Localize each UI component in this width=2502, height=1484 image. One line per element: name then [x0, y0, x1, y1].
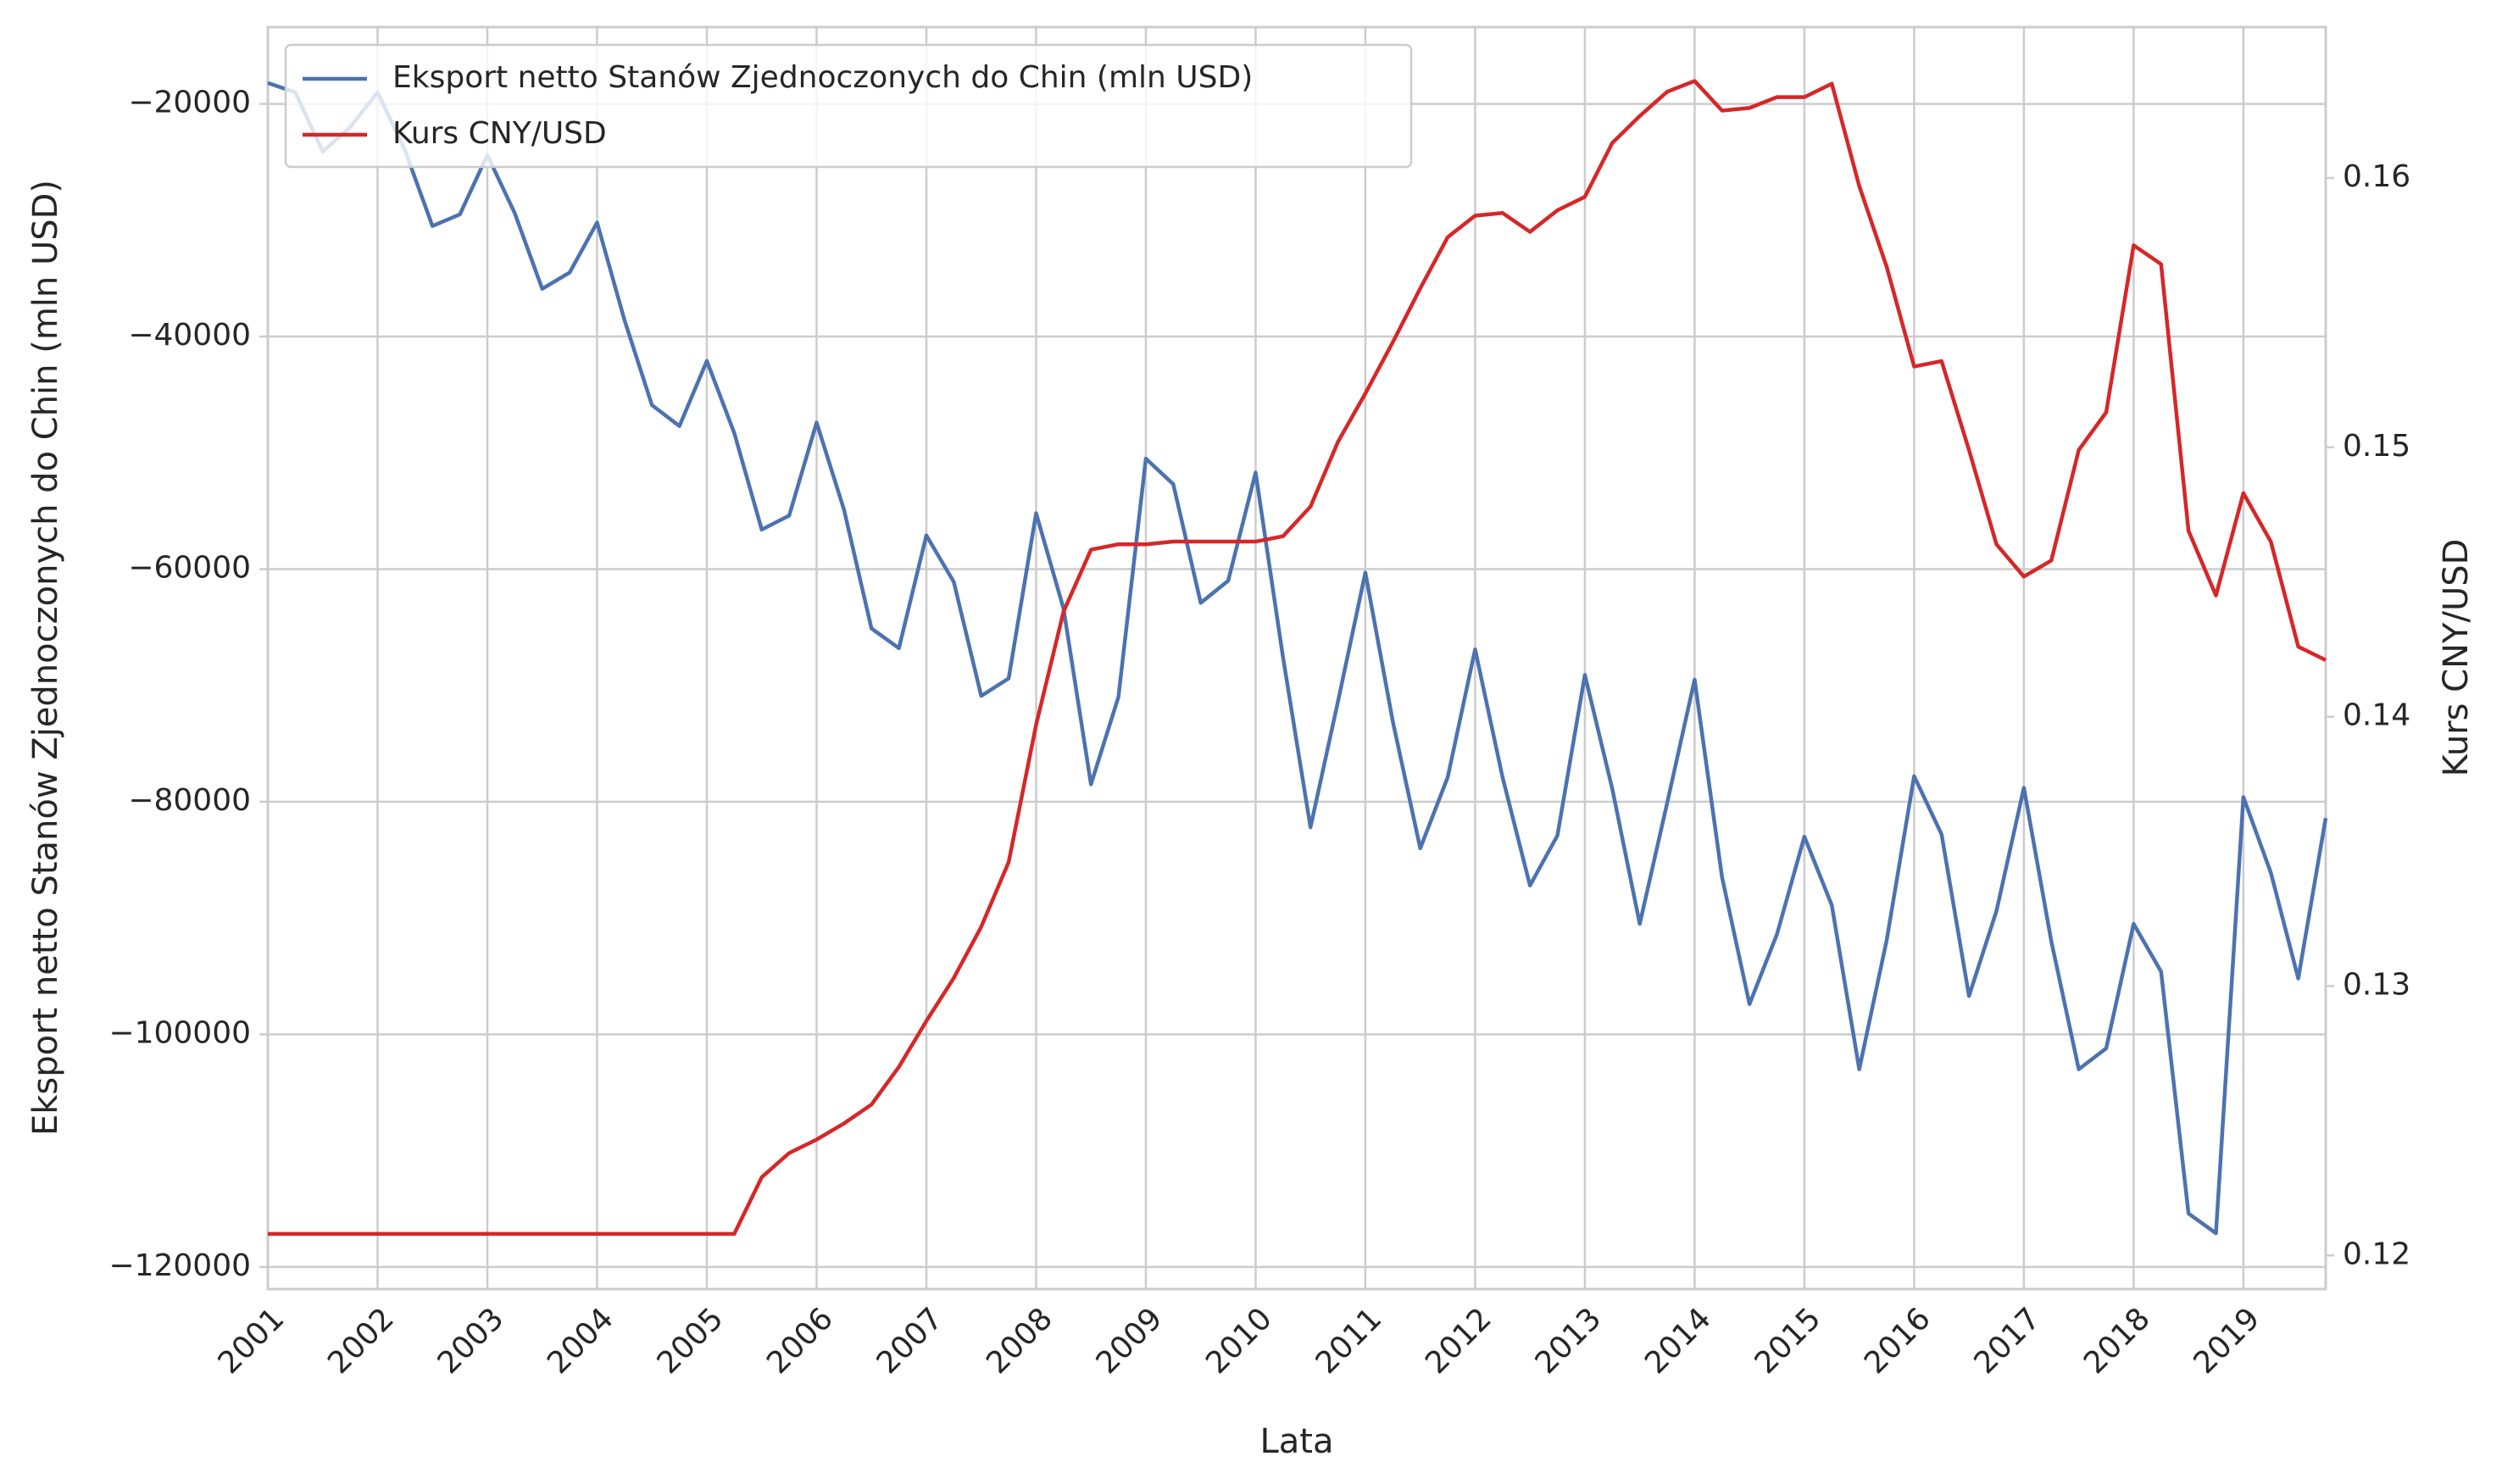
plot-frame — [266, 25, 2327, 1291]
series-line — [267, 81, 2328, 1236]
x-tick-label: 2019 — [2188, 1301, 2267, 1381]
x-tick-label: 2009 — [1090, 1301, 1170, 1381]
x-tick-label: 2007 — [870, 1301, 950, 1381]
x-tick-label: 2018 — [2077, 1301, 2157, 1381]
legend-label: Kurs CNY/USD — [392, 116, 607, 151]
x-tick-label: 2016 — [1858, 1301, 1938, 1381]
x-tick-label: 2012 — [1419, 1301, 1498, 1381]
legend-box — [284, 43, 1413, 169]
x-tick-label: 2015 — [1749, 1301, 1828, 1381]
x-tick-label: 2006 — [760, 1301, 840, 1381]
y-tick-label: −60000 — [128, 551, 251, 586]
series-line — [268, 79, 2327, 1237]
x-tick-label: 2001 — [212, 1301, 292, 1381]
y-tick-label: −40000 — [128, 318, 251, 353]
y2-tick-label: 0.15 — [2343, 429, 2410, 464]
x-tick-label: 2011 — [1309, 1301, 1389, 1381]
legend-label: Eksport netto Stanów Zjednoczonych do Ch… — [392, 60, 1253, 95]
x-tick-label: 2008 — [980, 1301, 1059, 1381]
x-tick-label: 2014 — [1638, 1301, 1718, 1381]
y2-axis-label: Kurs CNY/USD — [2437, 539, 2476, 777]
y-tick-label: −100000 — [108, 1015, 251, 1050]
x-tick-label: 2003 — [431, 1301, 511, 1381]
x-tick-label: 2005 — [651, 1301, 731, 1381]
x-tick-label: 2013 — [1529, 1301, 1609, 1381]
x-tick-label: 2017 — [1968, 1301, 2048, 1381]
y2-tick-label: 0.16 — [2343, 159, 2410, 194]
x-tick-label: 2002 — [321, 1301, 401, 1381]
y-tick-label: −120000 — [108, 1248, 251, 1283]
y-axis-label: Eksport netto Stanów Zjednoczonych do Ch… — [26, 180, 65, 1136]
y2-tick-label: 0.14 — [2343, 698, 2410, 733]
x-tick-label: 2010 — [1199, 1301, 1279, 1381]
x-axis-label: Lata — [1260, 1422, 1334, 1461]
y2-tick-label: 0.13 — [2343, 967, 2410, 1002]
legend: Eksport netto Stanów Zjednoczonych do Ch… — [284, 43, 1413, 169]
y-tick-label: −80000 — [128, 783, 251, 818]
y-tick-label: −20000 — [128, 86, 251, 120]
x-tick-label: 2004 — [541, 1301, 620, 1381]
y2-tick-label: 0.12 — [2343, 1237, 2410, 1271]
